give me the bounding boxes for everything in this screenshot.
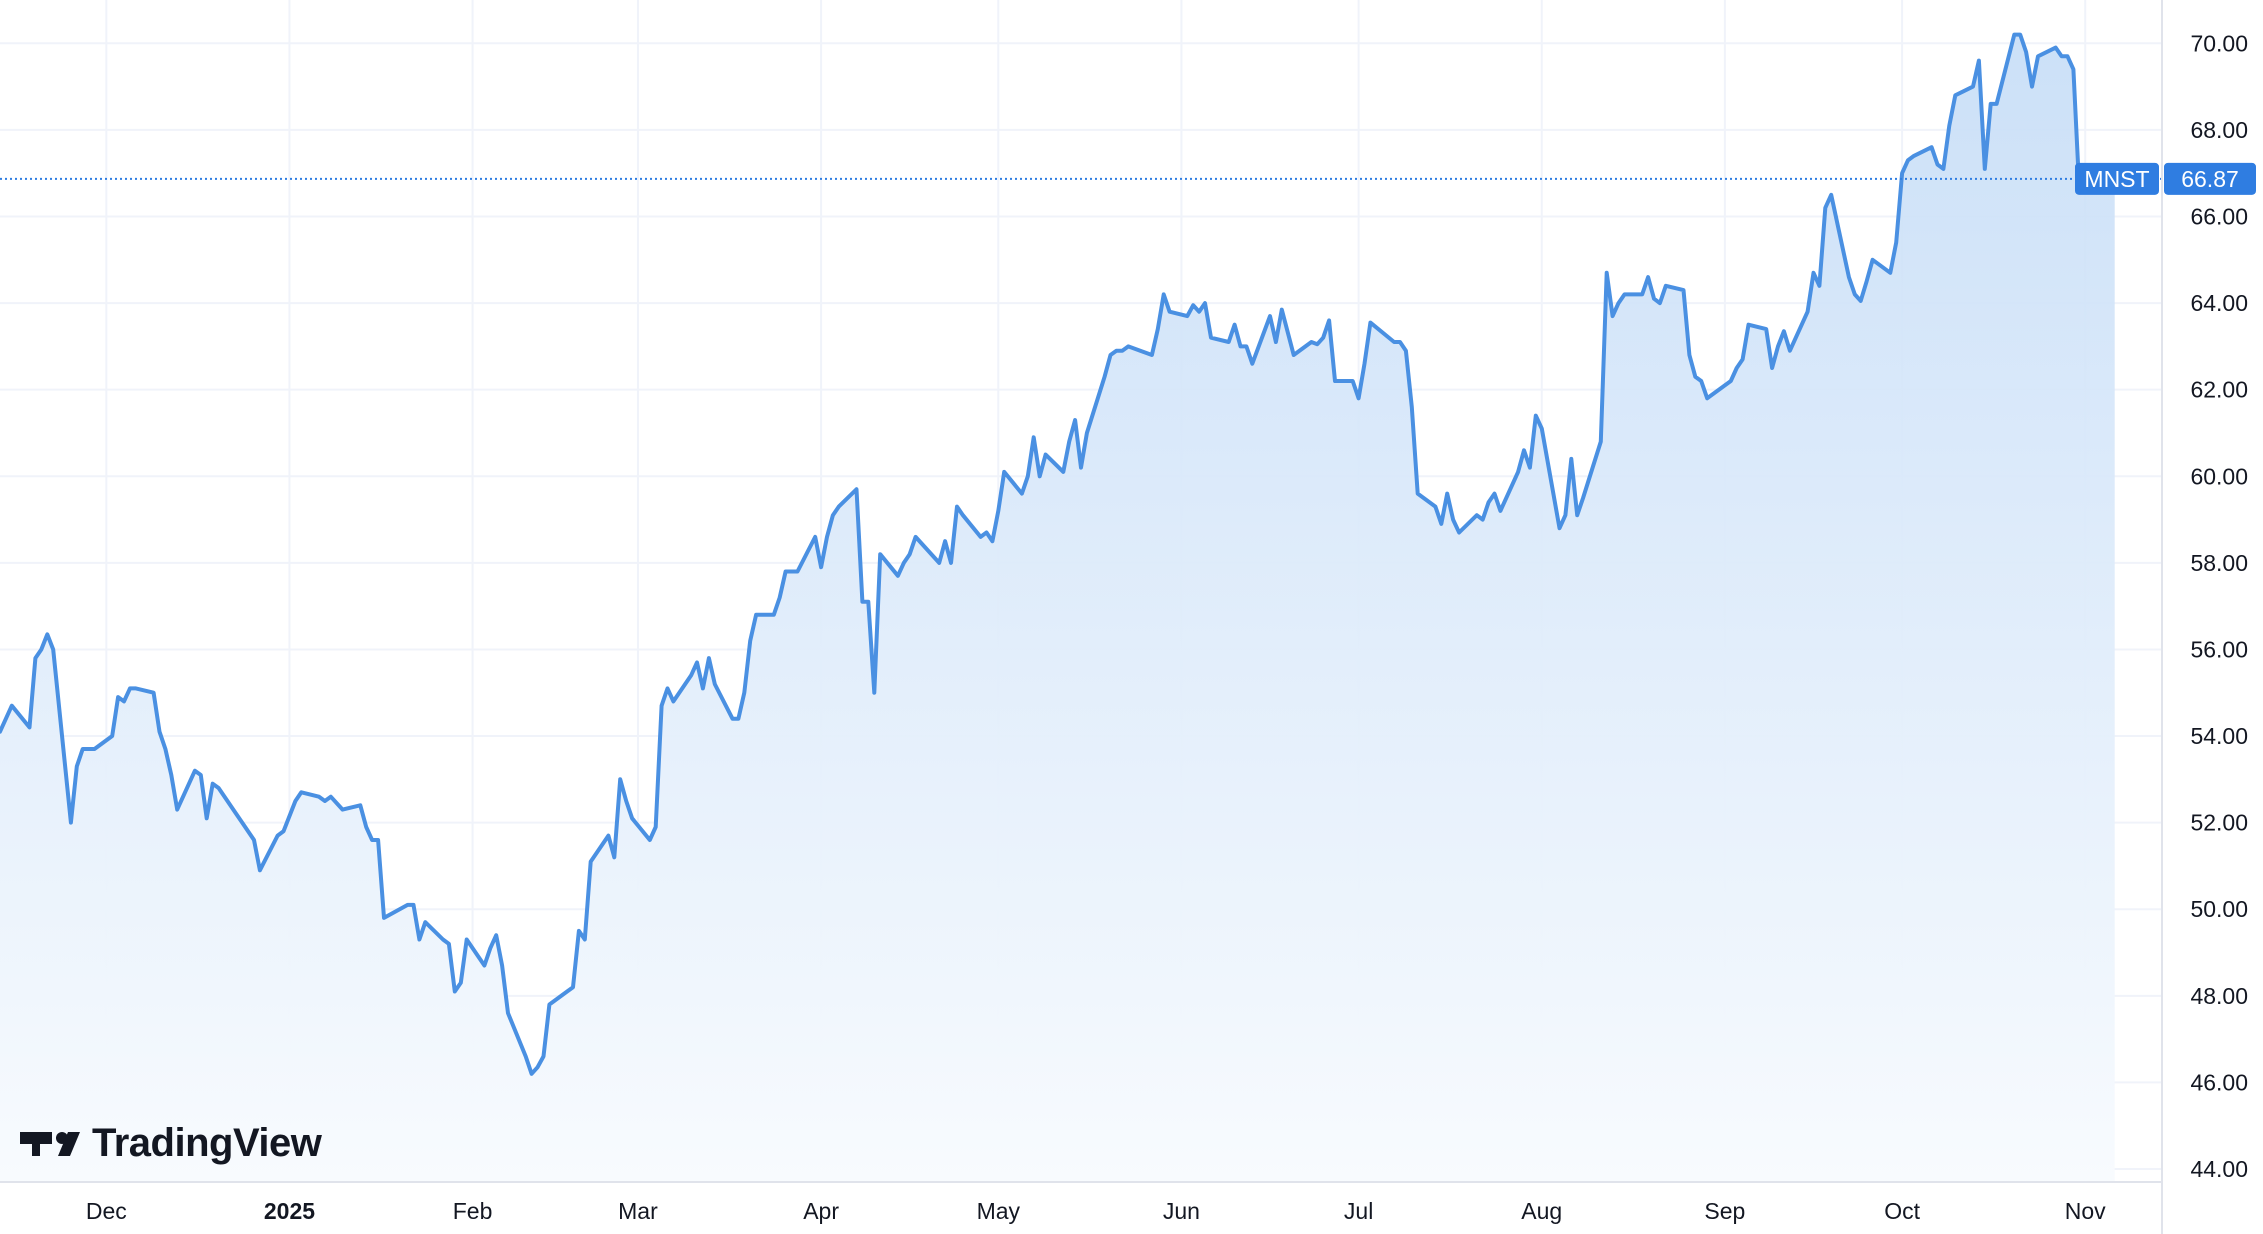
time-tick-label: 2025: [264, 1198, 315, 1224]
time-tick-label: Sep: [1704, 1198, 1745, 1224]
price-tick-label: 52.00: [2190, 810, 2248, 836]
price-tick-label: 48.00: [2190, 983, 2248, 1009]
time-tick-label: Dec: [86, 1198, 127, 1224]
time-tick-label: Apr: [803, 1198, 839, 1224]
price-tick-label: 46.00: [2190, 1069, 2248, 1095]
time-tick-label: Feb: [453, 1198, 493, 1224]
tradingview-logo-icon: [20, 1132, 80, 1156]
price-tick-label: 66.00: [2190, 203, 2248, 229]
price-tick-label: 64.00: [2190, 290, 2248, 316]
time-tick-label: Jul: [1344, 1198, 1373, 1224]
price-tick-label: 44.00: [2190, 1156, 2248, 1182]
symbol-name: MNST: [2084, 166, 2149, 192]
last-price-badge: [2164, 162, 2256, 195]
symbol-badge: [2075, 162, 2159, 195]
last-price-value: 66.87: [2181, 166, 2239, 192]
time-tick-label: Nov: [2065, 1198, 2106, 1224]
price-tick-label: 56.00: [2190, 636, 2248, 662]
price-tick-label: 60.00: [2190, 463, 2248, 489]
time-tick-label: Aug: [1521, 1198, 1562, 1224]
tradingview-logo[interactable]: TradingView: [20, 1121, 323, 1165]
time-axis[interactable]: Dec 2025 Feb Mar Apr May Jun Jul Aug Sep Oct Nov: [86, 1198, 2106, 1224]
price-tick-label: 50.00: [2190, 896, 2248, 922]
price-tick-label: 70.00: [2190, 30, 2248, 56]
tradingview-wordmark: TradingView: [92, 1121, 323, 1165]
price-tick-label: 54.00: [2190, 723, 2248, 749]
price-line[interactable]: [0, 32, 2117, 1076]
last-price-label: MNST 66.87: [2075, 162, 2256, 195]
time-tick-label: Jun: [1163, 1198, 1200, 1224]
price-area-fill: [0, 34, 2115, 1183]
time-tick-label: Mar: [618, 1198, 658, 1224]
price-tick-label: 62.00: [2190, 377, 2248, 403]
price-axis[interactable]: 44.00 46.00 48.00 50.00 52.00 54.00 56.00 58.00…: [2190, 30, 2248, 1182]
price-tick-label: 58.00: [2190, 550, 2248, 576]
price-tick-label: 68.00: [2190, 117, 2248, 143]
time-tick-label: Oct: [1884, 1198, 1920, 1224]
time-tick-label: May: [977, 1198, 1021, 1224]
